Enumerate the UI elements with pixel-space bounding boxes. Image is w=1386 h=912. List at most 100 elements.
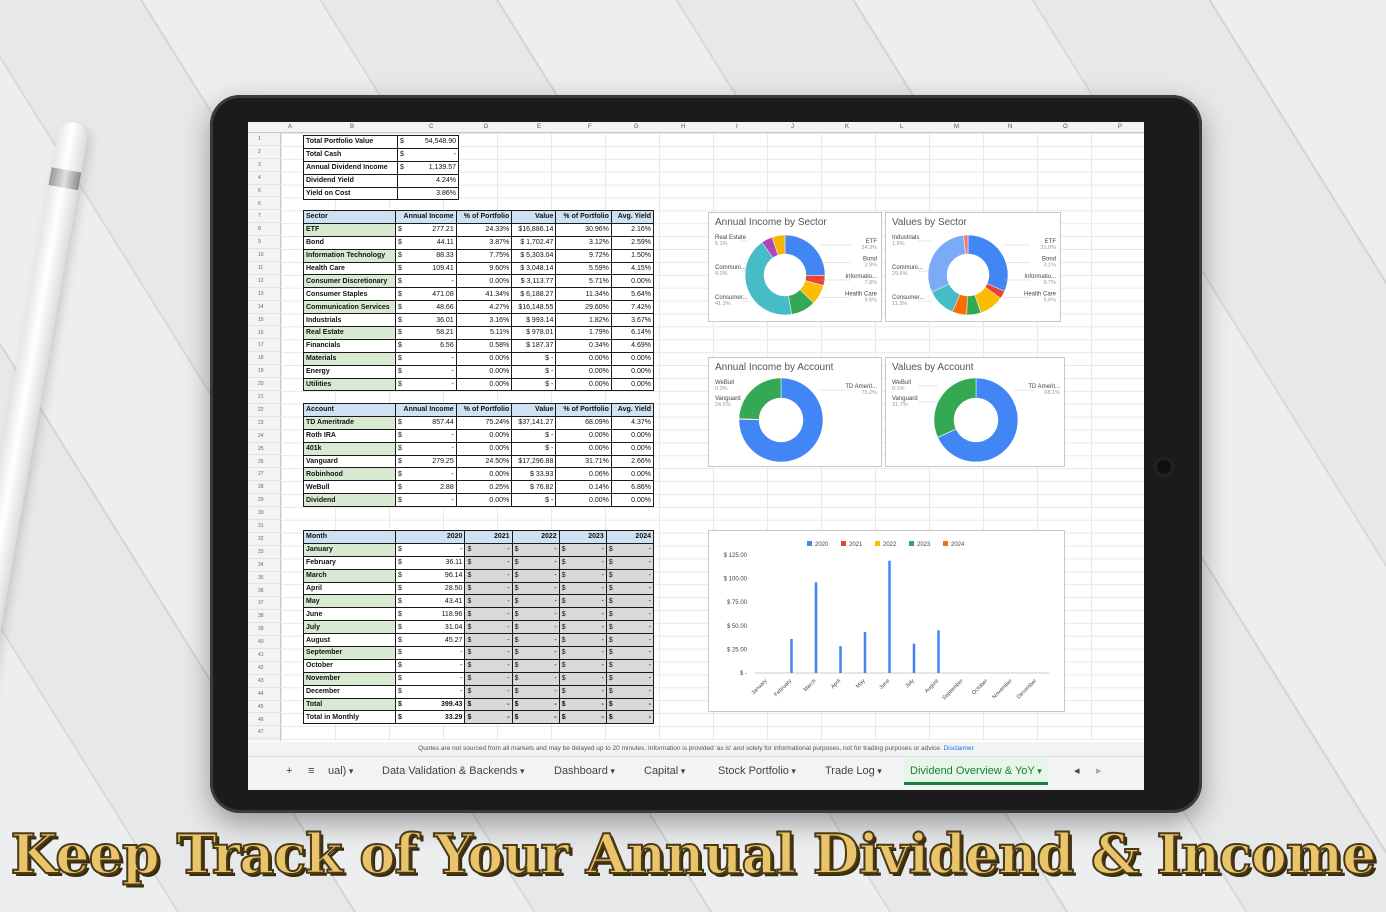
data-cell[interactable]: 0.34%: [555, 338, 612, 353]
row-header[interactable]: 47: [248, 726, 281, 740]
data-cell[interactable]: 4.69%: [610, 338, 655, 353]
data-cell[interactable]: 9.60%: [455, 261, 513, 276]
data-cell[interactable]: $ -: [558, 646, 607, 660]
data-cell[interactable]: $ 76.82: [511, 480, 557, 495]
row-header[interactable]: 35: [248, 572, 281, 585]
data-cell[interactable]: 0.00%: [455, 364, 513, 379]
data-cell[interactable]: $ -: [605, 658, 655, 673]
row-header[interactable]: 37: [248, 597, 281, 611]
data-cell[interactable]: $17,296.88: [511, 454, 557, 469]
scroll-right-icon[interactable]: ▸: [1096, 765, 1102, 777]
data-cell[interactable]: 4.37%: [610, 415, 655, 430]
data-cell[interactable]: 3.87%: [455, 235, 513, 250]
header-cell[interactable]: Account: [303, 403, 396, 417]
data-cell[interactable]: $ -: [605, 684, 655, 699]
data-cell[interactable]: 2.66%: [610, 454, 655, 469]
data-cell[interactable]: $ -: [394, 671, 466, 686]
data-cell[interactable]: $28.50: [394, 581, 466, 596]
data-cell[interactable]: $857.44: [395, 415, 457, 430]
monthly-dividend-bar-chart[interactable]: 2020 2021 2022 2023 2024 $ - $ 25.00 $ 50.00 $ 7…: [708, 530, 1065, 712]
row-header[interactable]: 23: [248, 417, 281, 430]
data-cell[interactable]: 75.24%: [455, 415, 513, 430]
data-cell[interactable]: $6.56: [395, 338, 457, 353]
data-cell[interactable]: $ -: [464, 581, 513, 596]
data-cell[interactable]: $ -: [395, 428, 457, 443]
data-cell[interactable]: $ -: [464, 633, 513, 648]
data-cell[interactable]: $48.66: [395, 300, 457, 315]
data-cell[interactable]: 0.00%: [455, 351, 513, 366]
data-cell[interactable]: $43.41: [394, 594, 466, 609]
data-cell[interactable]: 0.00%: [610, 493, 655, 508]
row-label[interactable]: Roth IRA: [303, 428, 396, 443]
summary-label[interactable]: Annual Dividend Income: [303, 160, 398, 175]
data-cell[interactable]: $ -: [605, 671, 655, 686]
row-label[interactable]: Energy: [303, 364, 396, 379]
row-header[interactable]: 14: [248, 301, 281, 314]
data-cell[interactable]: 0.00%: [455, 428, 513, 443]
header-cell[interactable]: 2023: [558, 530, 607, 544]
column-header-I[interactable]: I: [736, 124, 738, 130]
column-header-N[interactable]: N: [1008, 124, 1013, 130]
row-header[interactable]: 42: [248, 662, 281, 675]
row-label[interactable]: Utilities: [303, 377, 396, 392]
add-sheet-button[interactable]: +: [280, 757, 298, 785]
data-cell[interactable]: $ 6,188.27: [511, 287, 557, 302]
summary-value[interactable]: $54,548.90: [397, 135, 459, 149]
data-cell[interactable]: $ -: [464, 697, 513, 712]
summary-value[interactable]: 3.86%: [397, 186, 459, 201]
data-cell[interactable]: $ 993.14: [511, 313, 557, 328]
row-header[interactable]: 9: [248, 236, 281, 250]
data-cell[interactable]: $ -: [605, 607, 655, 622]
data-cell[interactable]: $58.21: [395, 326, 457, 340]
sheet-tab[interactable]: Dashboard ▾: [548, 757, 621, 785]
data-cell[interactable]: 0.00%: [555, 377, 612, 392]
summary-label[interactable]: Total Portfolio Value: [303, 135, 398, 149]
header-cell[interactable]: % of Portfolio: [555, 403, 612, 417]
row-label[interactable]: Total in Monthly: [303, 710, 396, 725]
data-cell[interactable]: $ 5,303.04: [511, 248, 557, 263]
header-cell[interactable]: Sector: [303, 210, 396, 224]
data-cell[interactable]: 3.16%: [455, 313, 513, 328]
data-cell[interactable]: $44.11: [395, 235, 457, 250]
data-cell[interactable]: $ -: [395, 467, 457, 482]
data-cell[interactable]: $ -: [558, 542, 607, 557]
row-label[interactable]: August: [303, 633, 396, 648]
row-label[interactable]: Consumer Discretionary: [303, 274, 396, 289]
data-cell[interactable]: 2.59%: [610, 235, 655, 250]
data-cell[interactable]: $ -: [395, 377, 457, 392]
data-cell[interactable]: $ -: [605, 697, 655, 712]
data-cell[interactable]: 11.34%: [555, 287, 612, 302]
data-cell[interactable]: $ -: [605, 710, 655, 725]
data-cell[interactable]: 1.50%: [610, 248, 655, 263]
data-cell[interactable]: $ -: [558, 710, 607, 725]
row-header[interactable]: 20: [248, 378, 281, 391]
header-cell[interactable]: Avg. Yield: [610, 210, 655, 224]
data-cell[interactable]: 3.12%: [555, 235, 612, 250]
data-cell[interactable]: $ -: [511, 377, 557, 392]
row-header[interactable]: 3: [248, 159, 281, 172]
column-header-M[interactable]: M: [954, 124, 959, 130]
row-label[interactable]: 401k: [303, 441, 396, 456]
data-cell[interactable]: $ -: [464, 710, 513, 725]
data-cell[interactable]: 5.64%: [610, 287, 655, 302]
data-cell[interactable]: 0.00%: [455, 441, 513, 456]
data-cell[interactable]: 5.71%: [555, 274, 612, 289]
data-cell[interactable]: 0.00%: [610, 467, 655, 482]
data-cell[interactable]: $ -: [464, 671, 513, 686]
data-cell[interactable]: $ -: [558, 620, 607, 635]
data-cell[interactable]: $ 3,048.14: [511, 261, 557, 276]
row-header[interactable]: 29: [248, 494, 281, 508]
data-cell[interactable]: $96.14: [394, 568, 466, 583]
row-header[interactable]: 38: [248, 610, 281, 624]
header-cell[interactable]: % of Portfolio: [555, 210, 612, 224]
data-cell[interactable]: $ -: [464, 620, 513, 635]
all-sheets-button[interactable]: ≡: [302, 757, 320, 785]
data-cell[interactable]: 5.59%: [555, 261, 612, 276]
data-cell[interactable]: $88.33: [395, 248, 457, 263]
disclaimer-link[interactable]: Disclaimer: [943, 745, 974, 752]
data-cell[interactable]: $ -: [511, 493, 557, 508]
row-header[interactable]: 17: [248, 339, 281, 353]
data-cell[interactable]: 0.00%: [610, 274, 655, 289]
column-header-A[interactable]: A: [288, 124, 293, 130]
data-cell[interactable]: $ -: [464, 594, 513, 609]
